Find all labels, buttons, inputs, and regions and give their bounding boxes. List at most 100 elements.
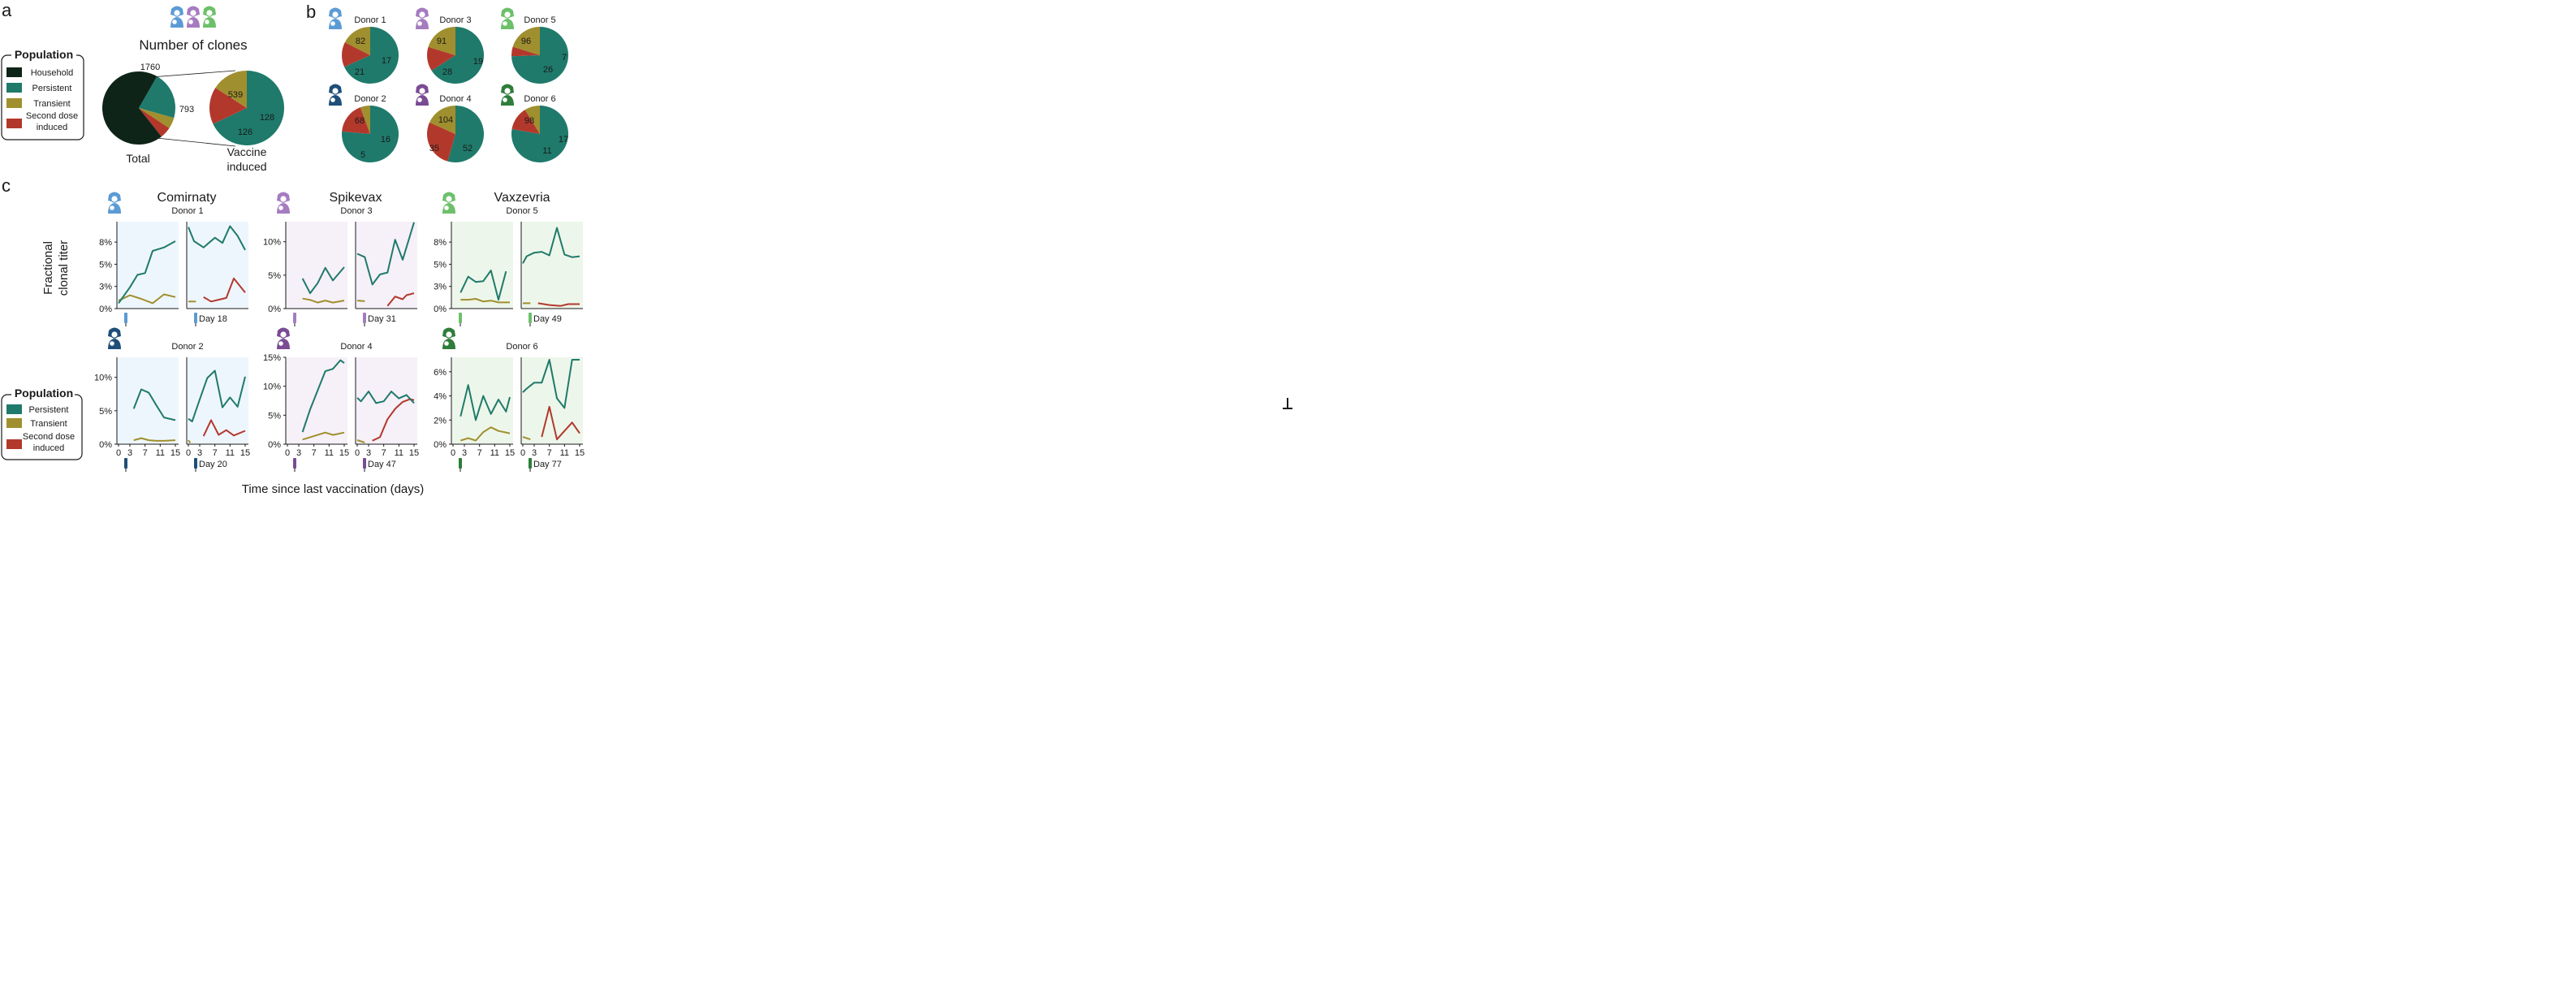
- subplot-bg: [451, 222, 513, 309]
- donor-pie-group-6: Donor 6 98 11 17: [501, 84, 568, 163]
- subplot-bg: [187, 222, 248, 309]
- series-line-persistent: [356, 391, 415, 404]
- series-line-transient: [302, 297, 345, 304]
- donor-person-icon: [501, 7, 514, 29]
- x-tick-label: 3: [127, 448, 132, 458]
- x-tick-label: 3: [197, 448, 202, 458]
- series-line-transient: [460, 426, 511, 442]
- donor-pie-slice-second-dose: [511, 46, 540, 57]
- person-icon-green: [203, 6, 216, 28]
- donor-pie-slice-persistent: [431, 27, 484, 84]
- legend-a-title: Population: [15, 48, 73, 61]
- zoom-line-bottom: [156, 137, 236, 147]
- donor-second-dose-value: 16: [381, 135, 390, 145]
- panel-person-icon: [277, 327, 290, 349]
- x-tick-label: 3: [296, 448, 301, 458]
- donor-pie-label: Donor 5: [524, 15, 555, 25]
- legend-c-title-bg: [11, 387, 75, 400]
- x-tick-label: 11: [226, 448, 235, 458]
- series-line-persistent: [460, 270, 507, 301]
- donor-second-dose-value: 52: [463, 144, 472, 153]
- donor-second-dose-value: 19: [473, 57, 483, 67]
- donor-pie-group-3: Donor 5 96 26 7: [501, 7, 568, 84]
- line-panel-donor-1: Donor 1 Day 18 0% 3% 5% 8%: [99, 192, 248, 326]
- subplot-bg: [187, 357, 248, 444]
- series-line-transient: [188, 439, 192, 443]
- donor-pie-slice-persistent: [511, 27, 568, 84]
- line-panel-donor-label: Donor 3: [340, 206, 372, 216]
- x-axis-label: Time since last vaccination (days): [242, 482, 425, 496]
- vaccine-title-spikevax: Spikevax: [330, 191, 382, 205]
- person-icon-purple: [187, 6, 200, 28]
- panel-person-icon: [442, 192, 455, 214]
- y-tick-label: 10%: [94, 374, 112, 383]
- donor-pie-label: Donor 1: [354, 15, 386, 25]
- x-tick-label: 15: [240, 448, 250, 458]
- donor-pie-slice-transient: [428, 27, 455, 55]
- donor-transient-value: 11: [542, 146, 551, 156]
- day-label: Day 49: [533, 314, 562, 324]
- syringe-icon: [194, 313, 197, 323]
- legend-c-transient-swatch: [6, 418, 22, 428]
- donor-transient-value: 21: [355, 67, 365, 77]
- series-line-persistent: [118, 240, 176, 304]
- total-vaccine-value: 793: [179, 105, 194, 114]
- line-panel-donor-label: Donor 4: [340, 342, 372, 352]
- x-tick-label: 7: [143, 448, 148, 458]
- vaccine-label-line1: Vaccine: [227, 145, 267, 158]
- donor-persistent-value: 91: [437, 37, 447, 46]
- day-label: Day 77: [533, 460, 562, 469]
- pie-total: [102, 71, 176, 145]
- series-line-transient: [133, 437, 176, 442]
- donor-transient-value: 35: [429, 144, 439, 153]
- legend-c-title: Population: [15, 387, 73, 400]
- donor-person-icon: [416, 84, 429, 106]
- vaccine-second-dose-value: 128: [260, 113, 274, 123]
- y-tick-label: 10%: [263, 238, 281, 248]
- y-tick-label: 5%: [99, 407, 112, 417]
- donor-person-icon: [329, 7, 342, 29]
- donor-pie-slice-persistent: [447, 106, 485, 162]
- donor-second-dose-value: 17: [382, 56, 391, 66]
- series-line-second-dose: [537, 302, 580, 307]
- y-tick-label: 0%: [434, 440, 447, 450]
- donor-pie-slice-second-dose: [427, 46, 455, 71]
- x-tick-label: 0: [285, 448, 290, 458]
- legend-a-second-dose-swatch: [6, 119, 22, 128]
- y-tick-label: 0%: [99, 305, 112, 314]
- donor-pie-slice-transient: [512, 27, 540, 55]
- line-panel-donor-label: Donor 1: [171, 206, 203, 216]
- donor-pie-label: Donor 6: [524, 94, 555, 104]
- x-tick-label: 11: [325, 448, 334, 458]
- line-panel-donor-3: Donor 3 Day 31 0% 5% 10%: [263, 192, 417, 326]
- donor-pie-slice-persistent: [344, 27, 399, 84]
- donor-persistent-value: 68: [355, 116, 365, 126]
- panel-b-letter: b: [306, 2, 316, 22]
- series-line-persistent: [301, 266, 345, 295]
- donor-pie-group-4: Donor 2 68 5 16: [329, 84, 399, 162]
- panel-a-people-icons: [170, 6, 216, 28]
- series-line-persistent: [132, 388, 176, 421]
- pie-total-slice-second-dose: [139, 108, 170, 137]
- legend-a-household-swatch: [6, 67, 22, 77]
- day-label: Day 47: [368, 460, 396, 469]
- donor-transient-value: 26: [543, 65, 553, 75]
- y-tick-label: 4%: [434, 392, 447, 402]
- syringe-icon: [293, 458, 296, 469]
- donor-person-icon: [501, 84, 514, 106]
- donor-pie-group-1: Donor 1 82 21 17: [329, 7, 399, 84]
- x-tick-label: 7: [213, 448, 218, 458]
- y-axis-label: Fractional clonal titer: [41, 240, 71, 296]
- y-tick-label: 10%: [263, 382, 281, 392]
- x-tick-label: 3: [366, 448, 371, 458]
- series-line-persistent: [356, 222, 415, 286]
- series-line-persistent: [522, 359, 580, 409]
- donor-pie-slice-transient: [344, 27, 370, 55]
- legend-c-persistent-swatch: [6, 404, 22, 414]
- pie-vaccine-slice-second-dose: [209, 88, 247, 124]
- panel-a-legend: Population Household Persistent Transien…: [1, 48, 84, 140]
- panel-c-letter: c: [2, 175, 11, 196]
- donor-pie-label: Donor 3: [439, 15, 471, 25]
